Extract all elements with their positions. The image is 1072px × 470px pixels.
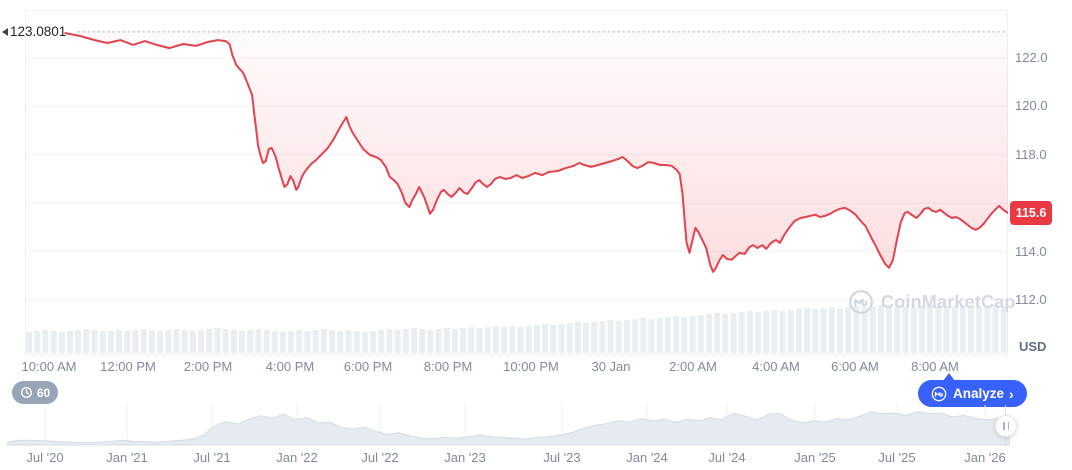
x-axis-tick: 6:00 AM [831, 359, 879, 374]
y-axis-tick: 118.0 [1015, 146, 1047, 162]
reference-price-marker-icon [2, 28, 8, 36]
navigator-axis-tick: Jan '23 [444, 450, 486, 465]
navigator-axis-tick: Jan '26 [964, 450, 1006, 465]
x-axis-tick: 30 Jan [591, 359, 631, 374]
analyze-button[interactable]: Analyze › [918, 380, 1027, 407]
watermark-text: CoinMarketCap [881, 291, 1016, 312]
handle-grip-icon [1007, 422, 1009, 430]
navigator-axis-tick: Jan '25 [794, 450, 836, 465]
navigator-axis-tick: Jan '24 [626, 450, 668, 465]
navigator-axis-tick: Jan '22 [276, 450, 318, 465]
candle-count-badge[interactable]: 60 [12, 381, 58, 404]
navigator-axis-tick: Jul '21 [193, 450, 231, 465]
analyze-button-label: Analyze [953, 386, 1005, 401]
watermark: CoinMarketCap [848, 289, 1016, 315]
y-axis-tick: 114.0 [1015, 243, 1047, 259]
coinmarketcap-logo-icon [849, 290, 873, 314]
navigator-axis-tick: Jan '21 [106, 450, 148, 465]
navigator-area [7, 411, 1010, 446]
last-price-badge: 115.6 [1010, 200, 1052, 225]
x-axis-tick: 2:00 AM [669, 359, 717, 374]
x-axis-tick: 8:00 PM [423, 359, 473, 374]
navigator-axis-tick: Jul '22 [361, 450, 399, 465]
candle-count-value: 60 [36, 385, 51, 400]
reference-price-label: 123.0801 [10, 24, 67, 39]
x-axis-tick: 10:00 AM [21, 359, 77, 374]
x-axis-tick: 8:00 AM [911, 359, 959, 374]
main-price-chart[interactable] [25, 10, 1008, 355]
range-navigator[interactable] [7, 405, 1010, 447]
navigator-axis-tick: Jul '25 [878, 450, 916, 465]
price-line [64, 32, 1008, 273]
x-axis-tick: 4:00 PM [265, 359, 315, 374]
navigator-axis-tick: Jul '23 [543, 450, 581, 465]
x-axis-tick: 6:00 PM [343, 359, 393, 374]
volume-bars [26, 305, 1007, 353]
x-axis-tick: 2:00 PM [183, 359, 233, 374]
chevron-right-icon: › [1009, 385, 1014, 402]
coinmarketcap-logo-icon [931, 386, 947, 401]
navigator-axis-tick: Jul '20 [26, 450, 64, 465]
y-axis-tick: 120.0 [1015, 98, 1048, 114]
price-area-fill [65, 31, 1008, 272]
history-clock-icon [20, 387, 32, 398]
x-axis-tick: 4:00 AM [752, 359, 800, 374]
y-axis-tick: 112.0 [1015, 292, 1047, 307]
analyze-tooltip-arrow [943, 373, 955, 381]
navigator-right-handle[interactable] [995, 415, 1017, 437]
handle-grip-icon [1003, 422, 1005, 430]
y-axis-tick: 122.0 [1015, 50, 1048, 65]
currency-label: USD [1019, 339, 1047, 354]
navigator-axis-tick: Jul '24 [708, 450, 746, 465]
x-axis-tick: 10:00 PM [503, 359, 559, 374]
x-axis-tick: 12:00 PM [100, 359, 156, 374]
